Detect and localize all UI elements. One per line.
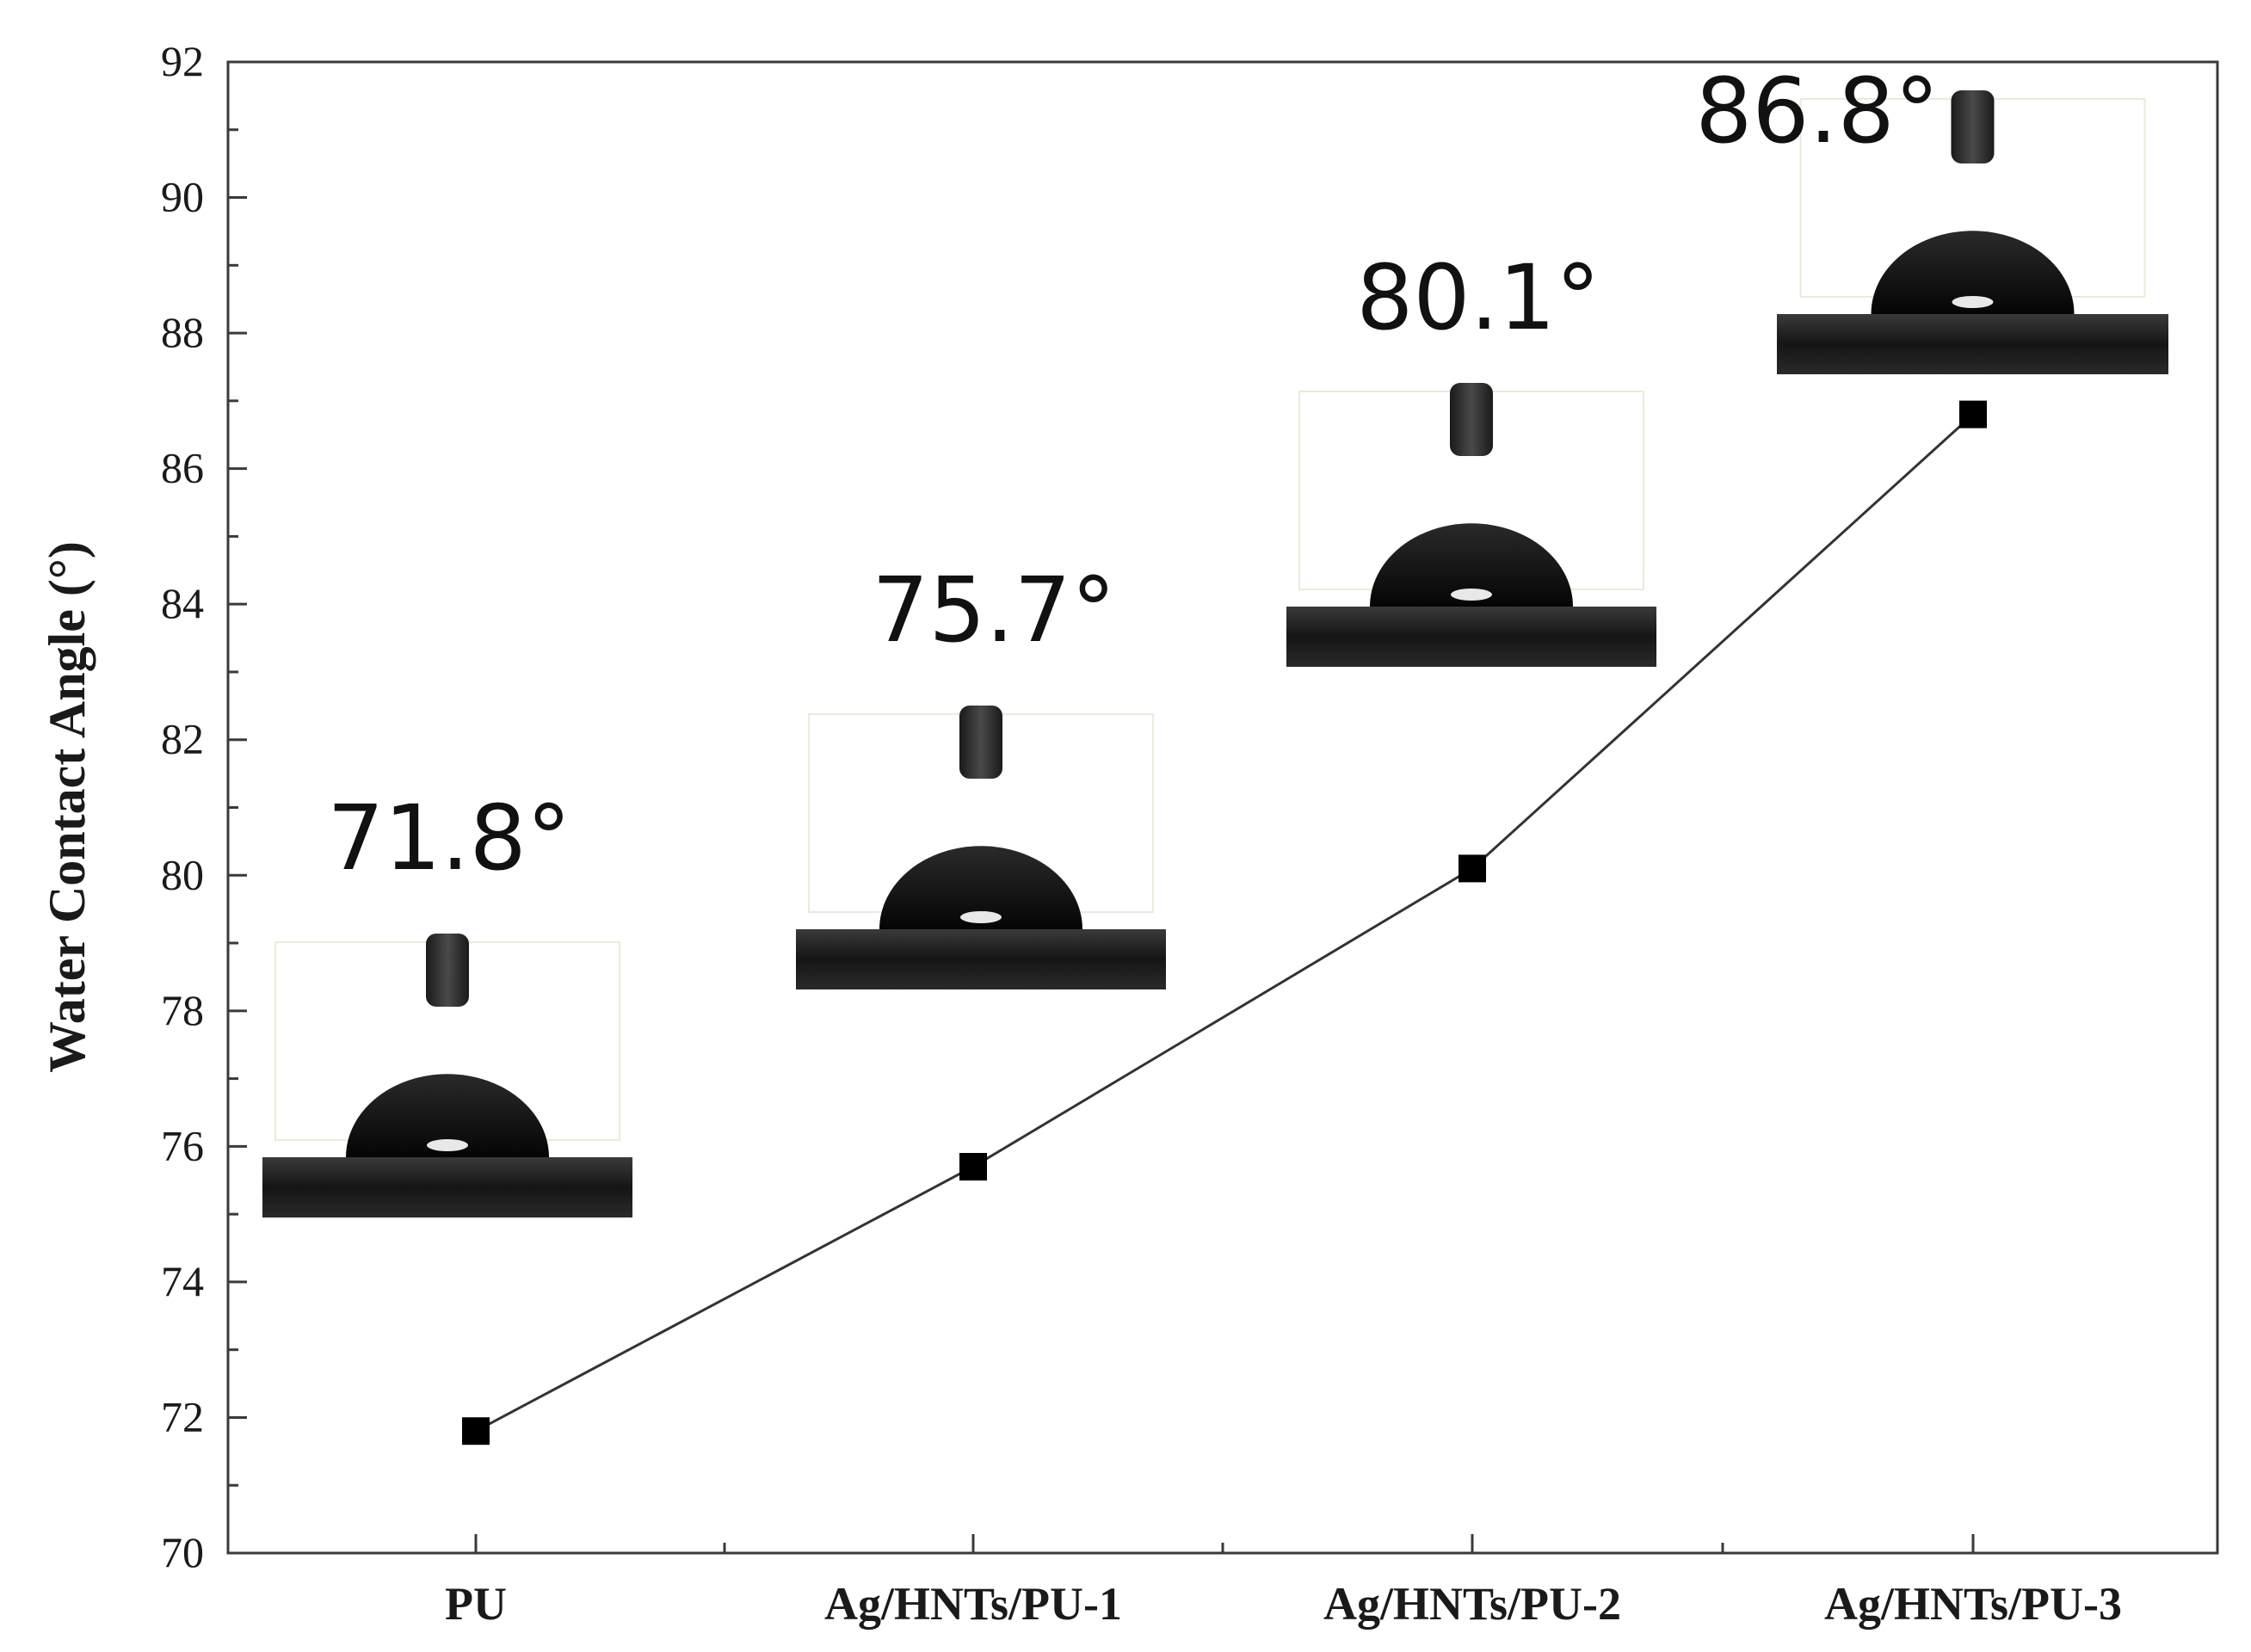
data-labels: 71.8° 75.7° 80.1° 86.8° xyxy=(327,59,1940,891)
data-markers xyxy=(462,400,1987,1446)
y-tick-label: 78 xyxy=(161,986,204,1034)
droplet-highlight xyxy=(960,911,1002,923)
syringe-needle xyxy=(1951,90,1995,163)
y-tick-label: 80 xyxy=(161,850,204,898)
y-tick-label: 76 xyxy=(161,1121,204,1169)
y-tick-label: 82 xyxy=(161,715,204,763)
series-line xyxy=(475,413,1975,1433)
substrate-surface xyxy=(1286,607,1656,667)
droplet-photo-inset xyxy=(796,706,1166,989)
y-axis: 70 72 74 76 78 80 82 84 86 88 90 92 xyxy=(161,37,247,1576)
substrate-surface xyxy=(796,929,1166,989)
x-axis: PU Ag/HNTs/PU-1 Ag/HNTs/PU-2 Ag/HNTs/PU-3 xyxy=(445,1534,2122,1630)
water-droplet xyxy=(1370,523,1573,607)
y-tick-label: 74 xyxy=(161,1257,204,1305)
y-tick-label: 88 xyxy=(161,308,204,356)
y-tick-label: 86 xyxy=(161,444,204,492)
x-category-label: Ag/HNTs/PU-2 xyxy=(1323,1578,1621,1630)
data-point-marker xyxy=(462,1417,490,1446)
syringe-needle xyxy=(959,706,1002,779)
data-point-marker xyxy=(1959,400,1987,428)
water-droplet xyxy=(879,846,1082,929)
droplet-highlight xyxy=(1952,296,1994,308)
syringe-needle xyxy=(426,934,469,1007)
syringe-needle xyxy=(1450,383,1493,456)
droplet-photo-inset xyxy=(1286,383,1656,667)
droplet-photo-inset xyxy=(1777,90,2168,374)
droplet-photo-inset xyxy=(262,934,632,1217)
x-category-label: Ag/HNTs/PU-3 xyxy=(1824,1578,2122,1630)
y-tick-label: 72 xyxy=(161,1392,204,1440)
water-droplet xyxy=(346,1074,549,1157)
data-value-label: 86.8° xyxy=(1695,59,1940,163)
x-category-label: Ag/HNTs/PU-1 xyxy=(824,1578,1122,1630)
data-point-marker xyxy=(959,1152,987,1180)
y-tick-label: 90 xyxy=(161,173,204,221)
y-tick-label: 84 xyxy=(161,579,204,627)
data-point-marker xyxy=(1459,854,1486,883)
data-value-label: 71.8° xyxy=(327,786,571,891)
water-droplet xyxy=(1871,231,2075,314)
data-value-label: 75.7° xyxy=(872,558,1116,663)
droplet-highlight xyxy=(427,1139,468,1151)
y-tick-label: 92 xyxy=(161,37,204,85)
substrate-surface xyxy=(262,1157,632,1217)
droplet-highlight xyxy=(1451,589,1492,601)
y-axis-title: Water Contact Angle (°) xyxy=(39,541,96,1073)
data-value-label: 80.1° xyxy=(1356,245,1600,350)
substrate-surface xyxy=(1777,314,2168,374)
y-tick-label: 70 xyxy=(161,1528,204,1576)
x-category-label: PU xyxy=(445,1578,507,1630)
droplet-insets xyxy=(262,90,2168,1217)
